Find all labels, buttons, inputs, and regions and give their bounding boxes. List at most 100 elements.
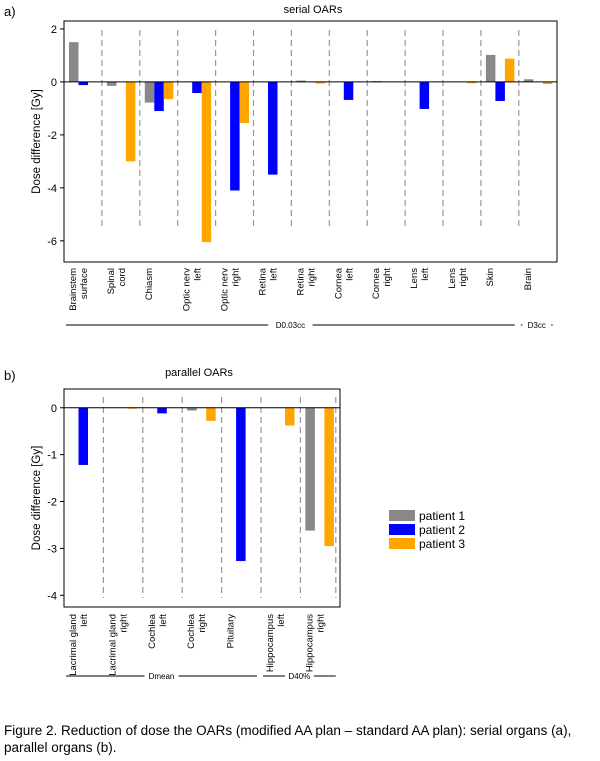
category-label-line: Hippocampus [265, 614, 276, 672]
category-label-line: Brainstem [68, 268, 79, 311]
category-label-line: Hippocampus [304, 614, 315, 672]
legend-swatch [389, 510, 415, 521]
bar-patient-3 [467, 81, 477, 84]
bar-patient-2 [78, 407, 88, 465]
category-label: Cornearight [371, 267, 393, 299]
category-label: Lacrimal glandleft [68, 614, 90, 676]
category-label-line: right [306, 268, 317, 287]
category-label: Lensright [447, 268, 469, 289]
plot-frame [63, 388, 341, 608]
category-label: Brainstemsurface [68, 268, 90, 311]
category-label-line: Cochlea [147, 613, 158, 649]
category-label-line: Pituitary [226, 614, 237, 649]
bar-patient-3 [201, 81, 212, 243]
figure-caption: Figure 2. Reduction of dose the OARs (mo… [4, 723, 572, 755]
category-label: Hippocampusright [304, 614, 326, 672]
bar-patient-3 [315, 81, 325, 84]
legend-label: patient 3 [419, 537, 465, 551]
category-label: Pituitary [226, 614, 237, 649]
category-label-line: Brain [523, 268, 534, 290]
category-label: Chiasm [144, 268, 155, 300]
bar-patient-3 [125, 81, 136, 162]
panel-letter: b) [4, 368, 16, 383]
bar-patient-2 [157, 407, 167, 414]
bar-patient-2 [78, 81, 88, 86]
category-label-line: right [458, 268, 469, 287]
bar-patient-2 [230, 81, 240, 191]
bar-patient-1 [296, 80, 306, 82]
y-tick-label: -6 [47, 236, 57, 248]
bar-patient-1 [523, 79, 534, 82]
group-label: Dmean [149, 672, 175, 681]
y-tick-label: -4 [47, 590, 57, 602]
y-axis-label: Dose difference [Gy] [31, 446, 43, 551]
y-axis-label: Dose difference [Gy] [31, 89, 43, 194]
category-label: Lensleft [409, 268, 431, 289]
legend-swatch [389, 524, 415, 535]
category-label: Hippocampusleft [265, 614, 287, 672]
category-label-line: left [276, 614, 287, 627]
category-label: Cochlealeft [147, 613, 169, 649]
category-label-line: right [231, 268, 242, 287]
category-label: Brain [523, 268, 534, 290]
chart-title: serial OARs [284, 4, 343, 16]
bar-patient-3 [324, 407, 334, 547]
bar-patient-2 [192, 81, 202, 94]
category-label-line: left [269, 268, 280, 281]
category-label-line: Cornea [371, 267, 382, 299]
category-label-line: left [193, 268, 204, 281]
category-label: Spinalcord [106, 268, 128, 294]
category-label-line: Cornea [333, 267, 344, 299]
panel-letter: a) [4, 4, 16, 19]
category-label-line: Optic nerv [182, 268, 193, 312]
bar-patient-1 [485, 54, 496, 82]
category-label-line: right [197, 614, 208, 633]
bar-patient-1 [106, 81, 117, 86]
bar-patient-2 [268, 81, 278, 175]
bar-patient-3 [504, 58, 515, 82]
category-label-line: right [382, 268, 393, 287]
category-label-line: Retina [295, 267, 306, 295]
category-label-line: right [118, 614, 129, 633]
category-label-line: left [79, 614, 90, 627]
legend-label: patient 2 [419, 523, 465, 537]
category-label-line: Lens [409, 268, 420, 289]
category-label: Skin [485, 268, 496, 286]
category-label-line: Chiasm [144, 268, 155, 300]
category-label: Cornealeft [333, 267, 355, 299]
group-label: D0.03cc [276, 321, 305, 330]
bar-patient-1 [69, 42, 79, 82]
bar-patient-3 [163, 81, 174, 100]
bar-patient-3 [239, 81, 250, 123]
category-label-line: Cochlea [186, 613, 197, 649]
category-label: Cochlearight [186, 613, 208, 649]
plot-frame [63, 20, 558, 263]
y-tick-label: -2 [47, 130, 57, 142]
category-label-line: Retina [258, 267, 269, 295]
y-tick-label: 2 [51, 24, 57, 36]
y-tick-label: -4 [47, 183, 57, 195]
category-label-line: Lacrimal gland [107, 614, 118, 676]
y-tick-label: 0 [51, 403, 57, 415]
category-label: Lacrimal glandright [107, 614, 129, 676]
y-tick-label: -1 [47, 450, 57, 462]
category-label-line: left [158, 614, 169, 627]
category-label: Retinaleft [258, 267, 280, 295]
bar-patient-2 [495, 81, 505, 101]
category-label-line: cord [117, 268, 128, 286]
category-label-line: Lens [447, 268, 458, 289]
group-label: D3cc [528, 321, 546, 330]
legend-label: patient 1 [419, 509, 465, 523]
category-label-line: Optic nerv [220, 268, 231, 312]
bar-patient-2 [154, 81, 164, 112]
bar-patient-1 [144, 81, 155, 103]
category-label: Retinaright [295, 267, 317, 295]
bar-patient-2 [236, 407, 246, 562]
legend-swatch [389, 538, 415, 549]
bar-patient-1 [305, 407, 315, 531]
bar-patient-2 [419, 81, 430, 109]
y-tick-label: -2 [47, 497, 57, 509]
category-label-line: left [420, 268, 431, 281]
category-label-line: Spinal [106, 268, 117, 294]
